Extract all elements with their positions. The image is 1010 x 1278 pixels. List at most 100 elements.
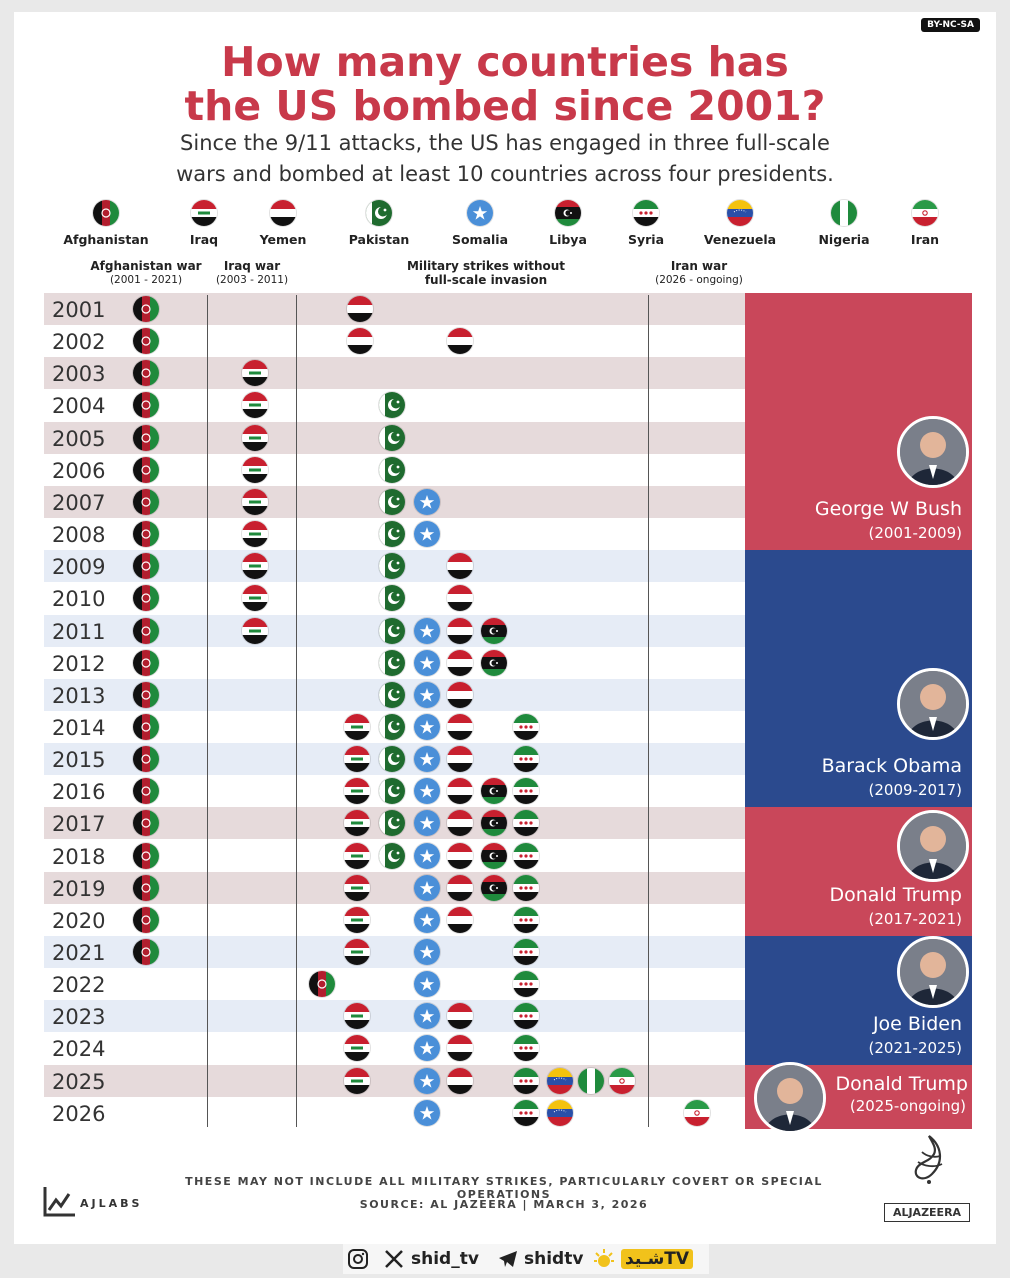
syria-flag-icon — [633, 200, 659, 226]
legend-label-iraq: Iraq — [189, 232, 219, 247]
aljazeera-logo: ALJAZEERA — [884, 1132, 974, 1222]
somalia-flag-icon — [467, 200, 493, 226]
year-label: 2008 — [52, 523, 106, 548]
group-header: Afghanistan war (2001 - 2021) — [76, 259, 216, 287]
afghanistan-flag-icon — [133, 585, 159, 612]
iraq-flag-icon — [344, 778, 370, 805]
somalia-flag-icon — [414, 971, 440, 998]
year-label: 2004 — [52, 394, 106, 419]
syria-flag-icon — [513, 842, 539, 869]
iraq-flag-icon — [344, 713, 370, 740]
iraq-flag-icon — [242, 585, 268, 612]
subtitle-line-2: wars and bombed at least 10 countries ac… — [176, 162, 834, 186]
year-label: 2006 — [52, 458, 106, 483]
afghanistan-flag-icon — [133, 617, 159, 644]
syria-flag-icon — [513, 713, 539, 740]
pakistan-flag-icon — [379, 746, 405, 773]
table-row — [44, 936, 745, 968]
year-label: 2013 — [52, 683, 106, 708]
year-label: 2025 — [52, 1069, 106, 1094]
iraq-flag-icon — [242, 424, 268, 451]
pakistan-flag-icon — [379, 778, 405, 805]
afghanistan-flag-icon — [133, 521, 159, 548]
table-row — [44, 1032, 745, 1064]
president-portrait — [897, 416, 969, 488]
pakistan-flag-icon — [379, 842, 405, 869]
somalia-flag-icon — [414, 778, 440, 805]
afghanistan-flag-icon — [133, 778, 159, 805]
president-term: (2017-2021) — [868, 909, 962, 928]
somalia-flag-icon — [414, 521, 440, 548]
afghanistan-flag-icon — [133, 488, 159, 515]
instagram-icon — [348, 1249, 368, 1269]
president-portrait — [897, 668, 969, 740]
afghanistan-flag-icon — [133, 713, 159, 740]
x-logo-icon — [385, 1250, 403, 1268]
year-label: 2020 — [52, 908, 106, 933]
ajlabs-logo-icon — [43, 1187, 75, 1217]
ajlabs-label: AJLABS — [80, 1197, 143, 1210]
libya-flag-icon — [481, 778, 507, 805]
group-header-sub: (2026 - ongoing) — [655, 274, 743, 286]
president-name: Donald Trump — [835, 1072, 968, 1095]
somalia-flag-icon — [414, 488, 440, 515]
iran-flag-icon — [684, 1099, 710, 1126]
afghanistan-flag-icon — [133, 810, 159, 837]
somalia-flag-icon — [414, 939, 440, 965]
year-label: 2026 — [52, 1101, 106, 1126]
yemen-flag-icon — [447, 778, 473, 805]
year-label: 2007 — [52, 490, 106, 515]
yemen-flag-icon — [447, 1067, 473, 1094]
president-name: Barack Obama — [821, 755, 962, 778]
table-row — [44, 1097, 745, 1129]
somalia-flag-icon — [414, 617, 440, 644]
legend-label-yemen: Yemen — [259, 232, 307, 247]
legend-label-nigeria: Nigeria — [818, 232, 870, 247]
table-row — [44, 1000, 745, 1033]
legend-label-venezuela: Venezuela — [703, 232, 777, 247]
syria-flag-icon — [513, 746, 539, 773]
somalia-flag-icon — [414, 649, 440, 676]
syria-flag-icon — [513, 810, 539, 837]
president-portrait — [897, 936, 969, 1008]
license-badge: BY-NC-SA — [921, 18, 980, 32]
president-name: George W Bush — [814, 498, 962, 521]
yemen-flag-icon — [447, 874, 473, 901]
iraq-flag-icon — [242, 392, 268, 419]
venezuela-flag-icon — [727, 200, 753, 226]
iraq-flag-icon — [242, 360, 268, 387]
venezuela-flag-icon — [547, 1067, 573, 1094]
year-label: 2011 — [52, 619, 106, 644]
pakistan-flag-icon — [379, 617, 405, 644]
somalia-flag-icon — [414, 1035, 440, 1062]
syria-flag-icon — [513, 971, 539, 998]
page-title: How many countries has the US bombed sin… — [14, 40, 996, 128]
pakistan-flag-icon — [379, 424, 405, 451]
yemen-flag-icon — [447, 713, 473, 740]
president-term: (2001-2009) — [868, 524, 962, 543]
legend-label-libya: Libya — [549, 232, 587, 247]
group-header-sub: (2003 - 2011) — [215, 274, 289, 286]
president-name: Donald Trump — [829, 883, 962, 906]
libya-flag-icon — [481, 842, 507, 869]
table-row — [44, 968, 745, 1000]
year-label: 2021 — [52, 941, 106, 965]
iraq-flag-icon — [344, 842, 370, 869]
president-term: (2021-2025) — [868, 1038, 962, 1057]
somalia-flag-icon — [414, 874, 440, 901]
x-handle: shid_tv — [411, 1249, 479, 1269]
afghanistan-flag-icon — [133, 360, 159, 387]
libya-flag-icon — [555, 200, 581, 226]
year-label: 2023 — [52, 1005, 106, 1030]
pakistan-flag-icon — [379, 488, 405, 515]
iraq-flag-icon — [242, 488, 268, 515]
yemen-flag-icon — [447, 553, 473, 580]
afghanistan-flag-icon — [309, 971, 335, 998]
source-line: SOURCE: AL JAZEERA | MARCH 3, 2026 — [359, 1198, 649, 1211]
somalia-flag-icon — [414, 1003, 440, 1030]
group-header-label: Military strikes without — [406, 259, 566, 273]
afghanistan-flag-icon — [133, 939, 159, 965]
syria-flag-icon — [513, 874, 539, 901]
year-label: 2015 — [52, 748, 106, 773]
table-row — [44, 357, 745, 390]
